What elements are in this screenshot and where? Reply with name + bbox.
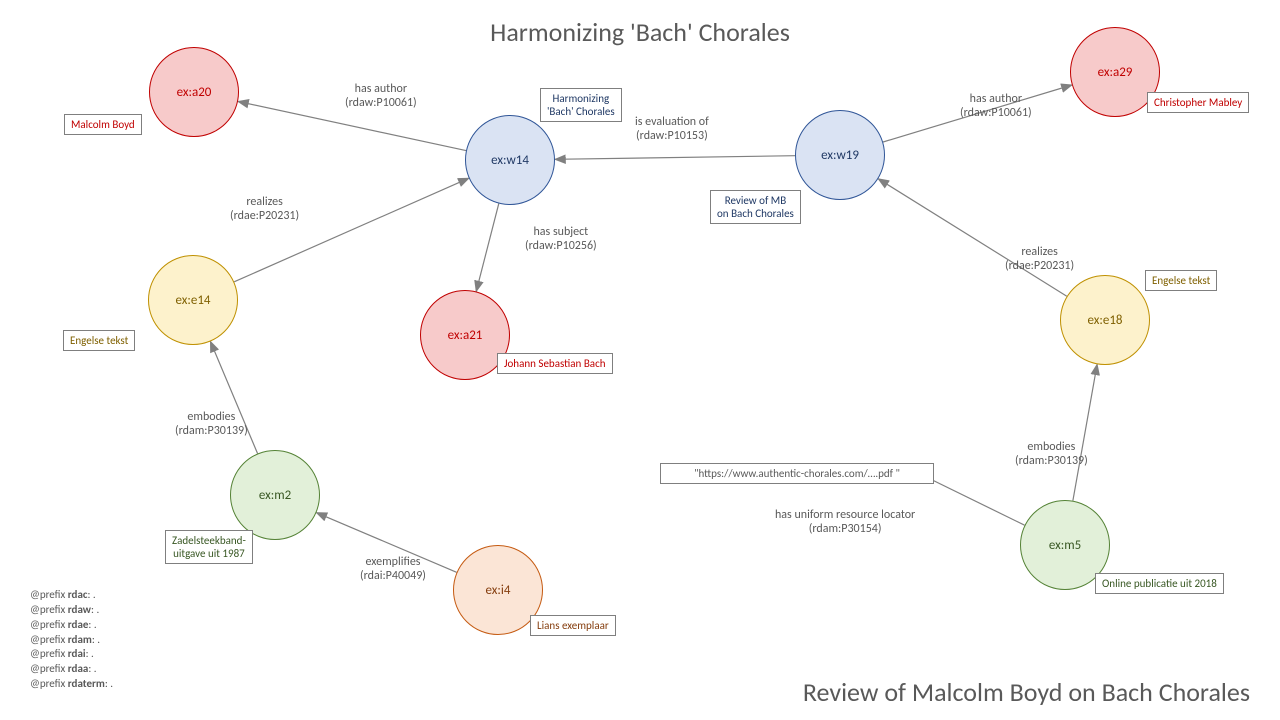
- edge-e14-w14: [234, 178, 469, 282]
- node-box-e18: Engelse tekst: [1145, 270, 1217, 291]
- edge-label-w19-w14: is evaluation of (rdaw:P10153): [635, 115, 709, 144]
- node-w19: ex:w19: [795, 110, 885, 200]
- node-box-w19: Review of MB on Bach Chorales: [710, 190, 801, 224]
- url-literal-box: "https://www.authentic-chorales.com/….pd…: [660, 463, 934, 484]
- edge-label-w19-a29: has author (rdaw:P10061): [960, 92, 1032, 121]
- node-box-m5: Online publicatie uit 2018: [1095, 573, 1224, 594]
- node-e18: ex:e18: [1060, 275, 1150, 365]
- edge-label-w14-a21: has subject (rdaw:P10256): [525, 225, 597, 254]
- edge-label-i4-m2: exemplifies (rdai:P40049): [360, 555, 426, 584]
- node-e14: ex:e14: [148, 255, 238, 345]
- node-box-w14: Harmonizing 'Bach' Chorales: [540, 88, 622, 122]
- edge-m5-e18: [1073, 364, 1097, 500]
- edge-label-e14-w14: realizes (rdae:P20231): [230, 195, 299, 224]
- edge-label-w14-a20: has author (rdaw:P10061): [345, 82, 417, 111]
- prefix-block: @prefix rdac: .@prefix rdaw: .@prefix rd…: [30, 588, 113, 692]
- node-box-i4: Lians exemplaar: [530, 615, 616, 636]
- node-m2: ex:m2: [230, 450, 320, 540]
- edge-w19-w14: [555, 156, 795, 160]
- edge-label-e18-w19: realizes (rdae:P20231): [1005, 245, 1074, 274]
- node-box-m2: Zadelsteekband- uitgave uit 1987: [165, 530, 253, 564]
- edge-label-m2-e14: embodies (rdam:P30139): [175, 410, 248, 439]
- node-a20: ex:a20: [149, 47, 239, 137]
- node-w14: ex:w14: [465, 115, 555, 205]
- node-box-e14: Engelse tekst: [63, 330, 135, 351]
- edge-w14-a21: [476, 204, 499, 292]
- edge-e18-w19: [878, 179, 1067, 296]
- node-box-a21: Johann Sebastian Bach: [497, 353, 613, 374]
- node-box-a29: Christopher Mabley: [1147, 92, 1249, 113]
- subtitle: Review of Malcolm Boyd on Bach Chorales: [803, 676, 1250, 708]
- node-box-a20: Malcolm Boyd: [64, 114, 142, 135]
- edge-label-m5-e18: embodies (rdam:P30139): [1015, 440, 1088, 469]
- edge-label-m5-literal: has uniform resource locator (rdam:P3015…: [775, 508, 915, 537]
